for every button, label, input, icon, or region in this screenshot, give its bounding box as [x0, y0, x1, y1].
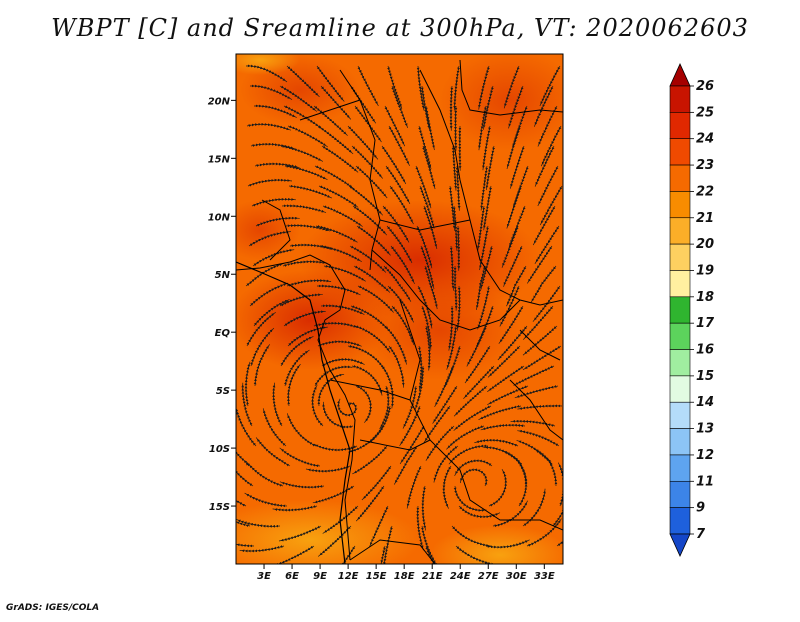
lat-tick-label: 5S	[216, 386, 230, 397]
colorbar-label: 22	[696, 184, 714, 199]
lon-tick-label: 15E	[366, 571, 387, 582]
latitude-axis: 20N 15N 10N 5N EQ 5S 10S 15S	[208, 96, 236, 513]
colorbar-label: 25	[696, 105, 714, 120]
colorbar-box	[670, 455, 690, 481]
wbpt-cool-region	[200, 500, 420, 580]
colorbar-label: 14	[696, 395, 714, 410]
lon-tick-label: 21E	[422, 571, 443, 582]
colorbar-label: 15	[696, 369, 714, 384]
colorbar-box	[670, 297, 690, 323]
colorbar-box	[670, 244, 690, 270]
wbpt-cool-region	[220, 45, 300, 75]
grads-credit: GrADS: IGES/COLA	[6, 603, 99, 613]
colorbar-box	[670, 323, 690, 349]
colorbar-box	[670, 350, 690, 376]
colorbar-box	[670, 270, 690, 296]
colorbar-label: 21	[696, 211, 714, 226]
colorbar-box	[670, 402, 690, 428]
lon-tick-label: 18E	[394, 571, 415, 582]
colorbar-label: 7	[696, 527, 706, 542]
lon-tick-label: 27E	[478, 571, 499, 582]
colorbar-label: 19	[696, 263, 714, 278]
colorbar-box	[670, 481, 690, 507]
longitude-axis: 3E 6E 9E 12E 15E 18E 21E 24E 27E 30E 33E	[257, 564, 555, 582]
colorbar-label: 23	[696, 158, 714, 173]
colorbar-label: 20	[696, 237, 714, 252]
colorbar-label: 16	[696, 343, 714, 358]
colorbar-box	[670, 112, 690, 138]
colorbar-box	[670, 508, 690, 534]
lon-tick-label: 9E	[313, 571, 327, 582]
lat-tick-label: 20N	[208, 96, 231, 107]
colorbar-box	[670, 376, 690, 402]
colorbar: 26 25 24 23 22 21 20 19 18 17 16 15 14 13 12 11 9 7	[670, 64, 715, 556]
lon-tick-label: 24E	[450, 571, 471, 582]
lat-tick-label: EQ	[215, 328, 231, 339]
colorbar-top-triangle	[670, 64, 690, 86]
lon-tick-label: 3E	[257, 571, 271, 582]
lon-tick-label: 30E	[506, 571, 527, 582]
colorbar-label: 17	[696, 316, 715, 331]
colorbar-box	[670, 429, 690, 455]
colorbar-box	[670, 165, 690, 191]
map-area	[200, 45, 586, 590]
colorbar-box	[670, 139, 690, 165]
lat-tick-label: 5N	[215, 270, 231, 281]
lat-tick-label: 15S	[209, 502, 230, 513]
lat-tick-label: 15N	[208, 154, 231, 165]
colorbar-box	[670, 86, 690, 112]
colorbar-label: 26	[696, 79, 714, 94]
lon-tick-label: 33E	[534, 571, 555, 582]
lon-tick-label: 12E	[338, 571, 359, 582]
colorbar-label: 11	[696, 474, 714, 489]
colorbar-label: 12	[696, 448, 714, 463]
lon-tick-label: 6E	[285, 571, 299, 582]
colorbar-label: 18	[696, 290, 714, 305]
wbpt-warm-region	[440, 50, 580, 150]
lat-tick-label: 10S	[209, 444, 230, 455]
wbpt-warm-region	[360, 280, 520, 380]
colorbar-box	[670, 191, 690, 217]
colorbar-label: 9	[696, 501, 705, 516]
colorbar-bottom-triangle	[670, 534, 690, 556]
lat-tick-label: 10N	[208, 212, 231, 223]
colorbar-label: 13	[696, 422, 714, 437]
colorbar-box	[670, 218, 690, 244]
colorbar-label: 24	[696, 132, 714, 147]
